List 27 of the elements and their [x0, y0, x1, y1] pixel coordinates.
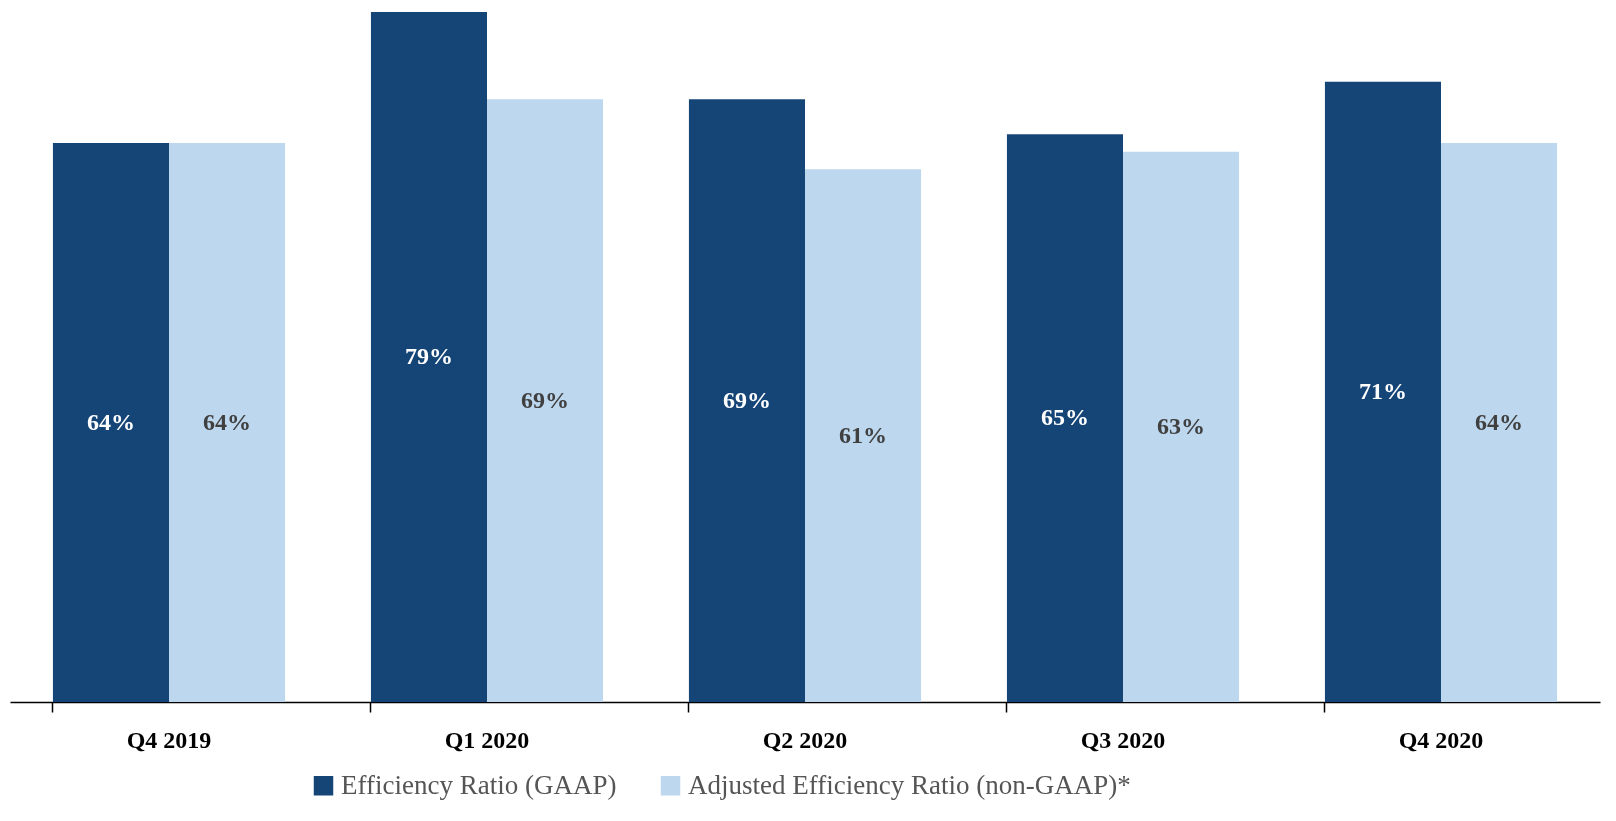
- data-label: 64%: [86, 408, 135, 435]
- x-tick-label: Q1 2020: [444, 726, 530, 753]
- bar: [1123, 151, 1240, 702]
- data-label: 65%: [1040, 404, 1089, 431]
- data-label: 71%: [1358, 377, 1407, 404]
- bar: [487, 99, 604, 702]
- legend-label: Adjusted Efficiency Ratio (non-GAAP)*: [688, 769, 1131, 800]
- data-label: 61%: [839, 421, 888, 448]
- x-tick-label: Q3 2020: [1080, 726, 1166, 753]
- bar: [52, 143, 169, 702]
- data-label: 69%: [722, 386, 771, 413]
- data-label: 79%: [404, 343, 453, 369]
- bar: [1006, 134, 1123, 702]
- bar: [1324, 81, 1441, 702]
- data-label: 64%: [203, 408, 252, 435]
- x-tick-label: Q4 2019: [126, 726, 212, 753]
- bar: [1441, 143, 1558, 702]
- legend-label: Efficiency Ratio (GAAP): [341, 769, 617, 800]
- bar: [805, 169, 922, 702]
- x-tick-label: Q2 2020: [762, 726, 848, 753]
- x-tick-label: Q4 2020: [1398, 726, 1484, 753]
- data-label: 69%: [521, 386, 570, 413]
- data-label: 64%: [1475, 408, 1524, 435]
- bar: [370, 12, 487, 702]
- bar: [688, 99, 805, 702]
- bar: [169, 143, 286, 702]
- data-label: 63%: [1157, 412, 1206, 439]
